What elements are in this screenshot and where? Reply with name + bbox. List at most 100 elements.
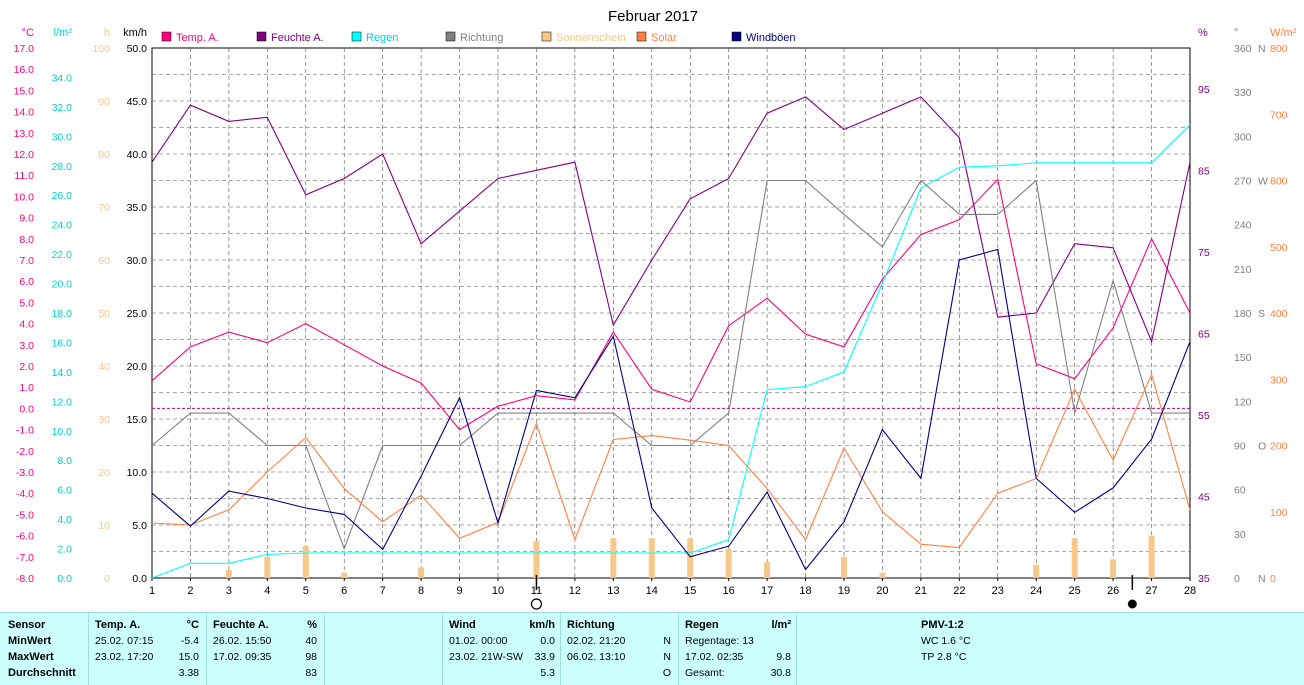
- dir-tick-label: 180: [1234, 308, 1252, 320]
- weather-chart: Februar 2017 1 2 3 4 5 6 7 8 9 10 11 12 13 14 15 16 17 18…: [14, 8, 1297, 610]
- dir-tick-label: 210: [1234, 264, 1252, 276]
- legend-item: Windböen: [731, 31, 796, 44]
- rain-total-label: Gesamt:: [685, 667, 725, 679]
- temp-tick-label: 8.0: [19, 234, 34, 246]
- rain-days: Regentage: 13: [685, 635, 754, 647]
- rain-tick-label: 32.0: [52, 102, 73, 114]
- legend-label: Richtung: [460, 32, 503, 44]
- wind-max-time: 23.02. 21W-SW: [449, 651, 523, 663]
- sunshine-bar: [533, 540, 540, 578]
- legend-swatch: [541, 31, 552, 42]
- humid-max-time: 17.02. 09:35: [213, 651, 272, 663]
- temp-tick-label: 17.0: [14, 43, 35, 55]
- sunshine-bar: [610, 538, 617, 578]
- sunshine-bar: [1110, 559, 1117, 578]
- sunshine-bar: [264, 556, 271, 578]
- rain-tick-label: 24.0: [52, 220, 73, 232]
- sun-tick-label: 10: [98, 520, 110, 532]
- legend-item: Temp. A.: [161, 31, 219, 44]
- rain-tick-label: 4.0: [57, 514, 72, 526]
- humid-tick-label: 55: [1198, 410, 1210, 422]
- sunshine-bar: [725, 548, 732, 578]
- solar-tick-label: 500: [1270, 242, 1288, 254]
- temp-tick-label: 10.0: [14, 191, 35, 203]
- solar-tick-label: 100: [1270, 507, 1288, 519]
- dir-tick-label: 60: [1234, 485, 1246, 497]
- x-tick-label: 21: [915, 585, 927, 597]
- rain-tick-label: 8.0: [57, 455, 72, 467]
- x-tick-label: 17: [761, 585, 773, 597]
- legend-swatch: [161, 31, 172, 42]
- humid-unit-label: %: [1198, 27, 1208, 39]
- x-tick-label: 26: [1107, 585, 1119, 597]
- temp-tick-label: -3.0: [16, 467, 34, 479]
- temp-min-val: -5.4: [180, 635, 199, 647]
- x-tick-label: 3: [226, 585, 232, 597]
- wind-tick-label: 35.0: [127, 202, 148, 214]
- dir-tick-label: 120: [1234, 396, 1252, 408]
- dir-tick-label: 300: [1234, 131, 1252, 143]
- temp-tick-label: 3.0: [19, 340, 34, 352]
- temp-tick-label: 2.0: [19, 361, 34, 373]
- temp-tick-label: -4.0: [16, 488, 34, 500]
- temp-tick-label: -7.0: [16, 552, 34, 564]
- sun-tick-label: 20: [98, 467, 110, 479]
- sunshine-bar: [764, 562, 771, 578]
- temp-tick-label: 1.0: [19, 382, 34, 394]
- temp-unit: °C: [186, 619, 199, 631]
- wind-unit-label: km/h: [123, 27, 147, 39]
- dir-tick-label: 240: [1234, 220, 1252, 232]
- dir-compass-label: S: [1258, 308, 1265, 320]
- dir-tick-label: 330: [1234, 87, 1252, 99]
- solar-tick-label: 200: [1270, 441, 1288, 453]
- sun-unit-label: h: [104, 27, 110, 39]
- pmv-wc: WC 1.6 °C: [921, 635, 971, 647]
- temp-tick-label: 14.0: [14, 107, 35, 119]
- temp-tick-label: 13.0: [14, 128, 35, 140]
- dir-tick-label: 0: [1234, 573, 1240, 585]
- x-tick-label: 18: [799, 585, 811, 597]
- legend-item: Solar: [636, 31, 677, 44]
- sunshine-bar: [879, 572, 886, 578]
- temp-tick-label: 4.0: [19, 319, 34, 331]
- windb-en-line: [151, 248, 1191, 571]
- temp-tick-label: 7.0: [19, 255, 34, 267]
- legend-label: Feuchte A.: [271, 32, 324, 44]
- temp-tick-label: 16.0: [14, 64, 35, 76]
- temp-tick-label: -8.0: [16, 573, 34, 585]
- wind-tick-label: 20.0: [127, 361, 148, 373]
- col-dir: Richtung 02.02. 21:20 N 06.02. 13:10 N O: [560, 613, 679, 685]
- wind-tick-label: 45.0: [127, 96, 148, 108]
- sunshine-bar: [648, 538, 655, 578]
- col-pmv: PMV-1:2 WC 1.6 °C TP 2.8 °C: [796, 613, 1304, 685]
- legend-item: Richtung: [445, 31, 503, 44]
- rain-unit: l/m²: [771, 619, 791, 631]
- humid-tick-label: 95: [1198, 84, 1210, 96]
- dir-min-val: N: [663, 635, 671, 647]
- rain-tick-label: 18.0: [52, 308, 73, 320]
- temp-max-time: 23.02. 17:20: [95, 651, 154, 663]
- col-rain: Regen l/m² Regentage: 13 17.02. 02:35 9.…: [678, 613, 797, 685]
- chart-title: Februar 2017: [608, 8, 698, 25]
- humid-tick-label: 65: [1198, 328, 1210, 340]
- sun-tick-label: 70: [98, 202, 110, 214]
- wind-tick-label: 15.0: [127, 414, 148, 426]
- sun-tick-label: 40: [98, 361, 110, 373]
- temp-tick-label: 12.0: [14, 149, 35, 161]
- sun-tick-label: 90: [98, 96, 110, 108]
- pmv-title: PMV-1:2: [921, 619, 964, 631]
- rain-max-val: 9.8: [776, 651, 791, 663]
- sun-tick-label: 50: [98, 308, 110, 320]
- x-tick-label: 20: [876, 585, 888, 597]
- rain-tick-label: 22.0: [52, 249, 73, 261]
- dir-compass-label: O: [1258, 441, 1266, 453]
- dir-max-time: 06.02. 13:10: [567, 651, 626, 663]
- dir-max-val: N: [663, 651, 671, 663]
- x-tick-label: 2: [187, 585, 193, 597]
- x-tick-label: 23: [992, 585, 1004, 597]
- wind-tick-label: 40.0: [127, 149, 148, 161]
- humid-tick-label: 85: [1198, 165, 1210, 177]
- rain-tick-label: 20.0: [52, 279, 73, 291]
- wind-min-time: 01.02. 00:00: [449, 635, 508, 647]
- solar-unit-label: W/m²: [1270, 27, 1297, 39]
